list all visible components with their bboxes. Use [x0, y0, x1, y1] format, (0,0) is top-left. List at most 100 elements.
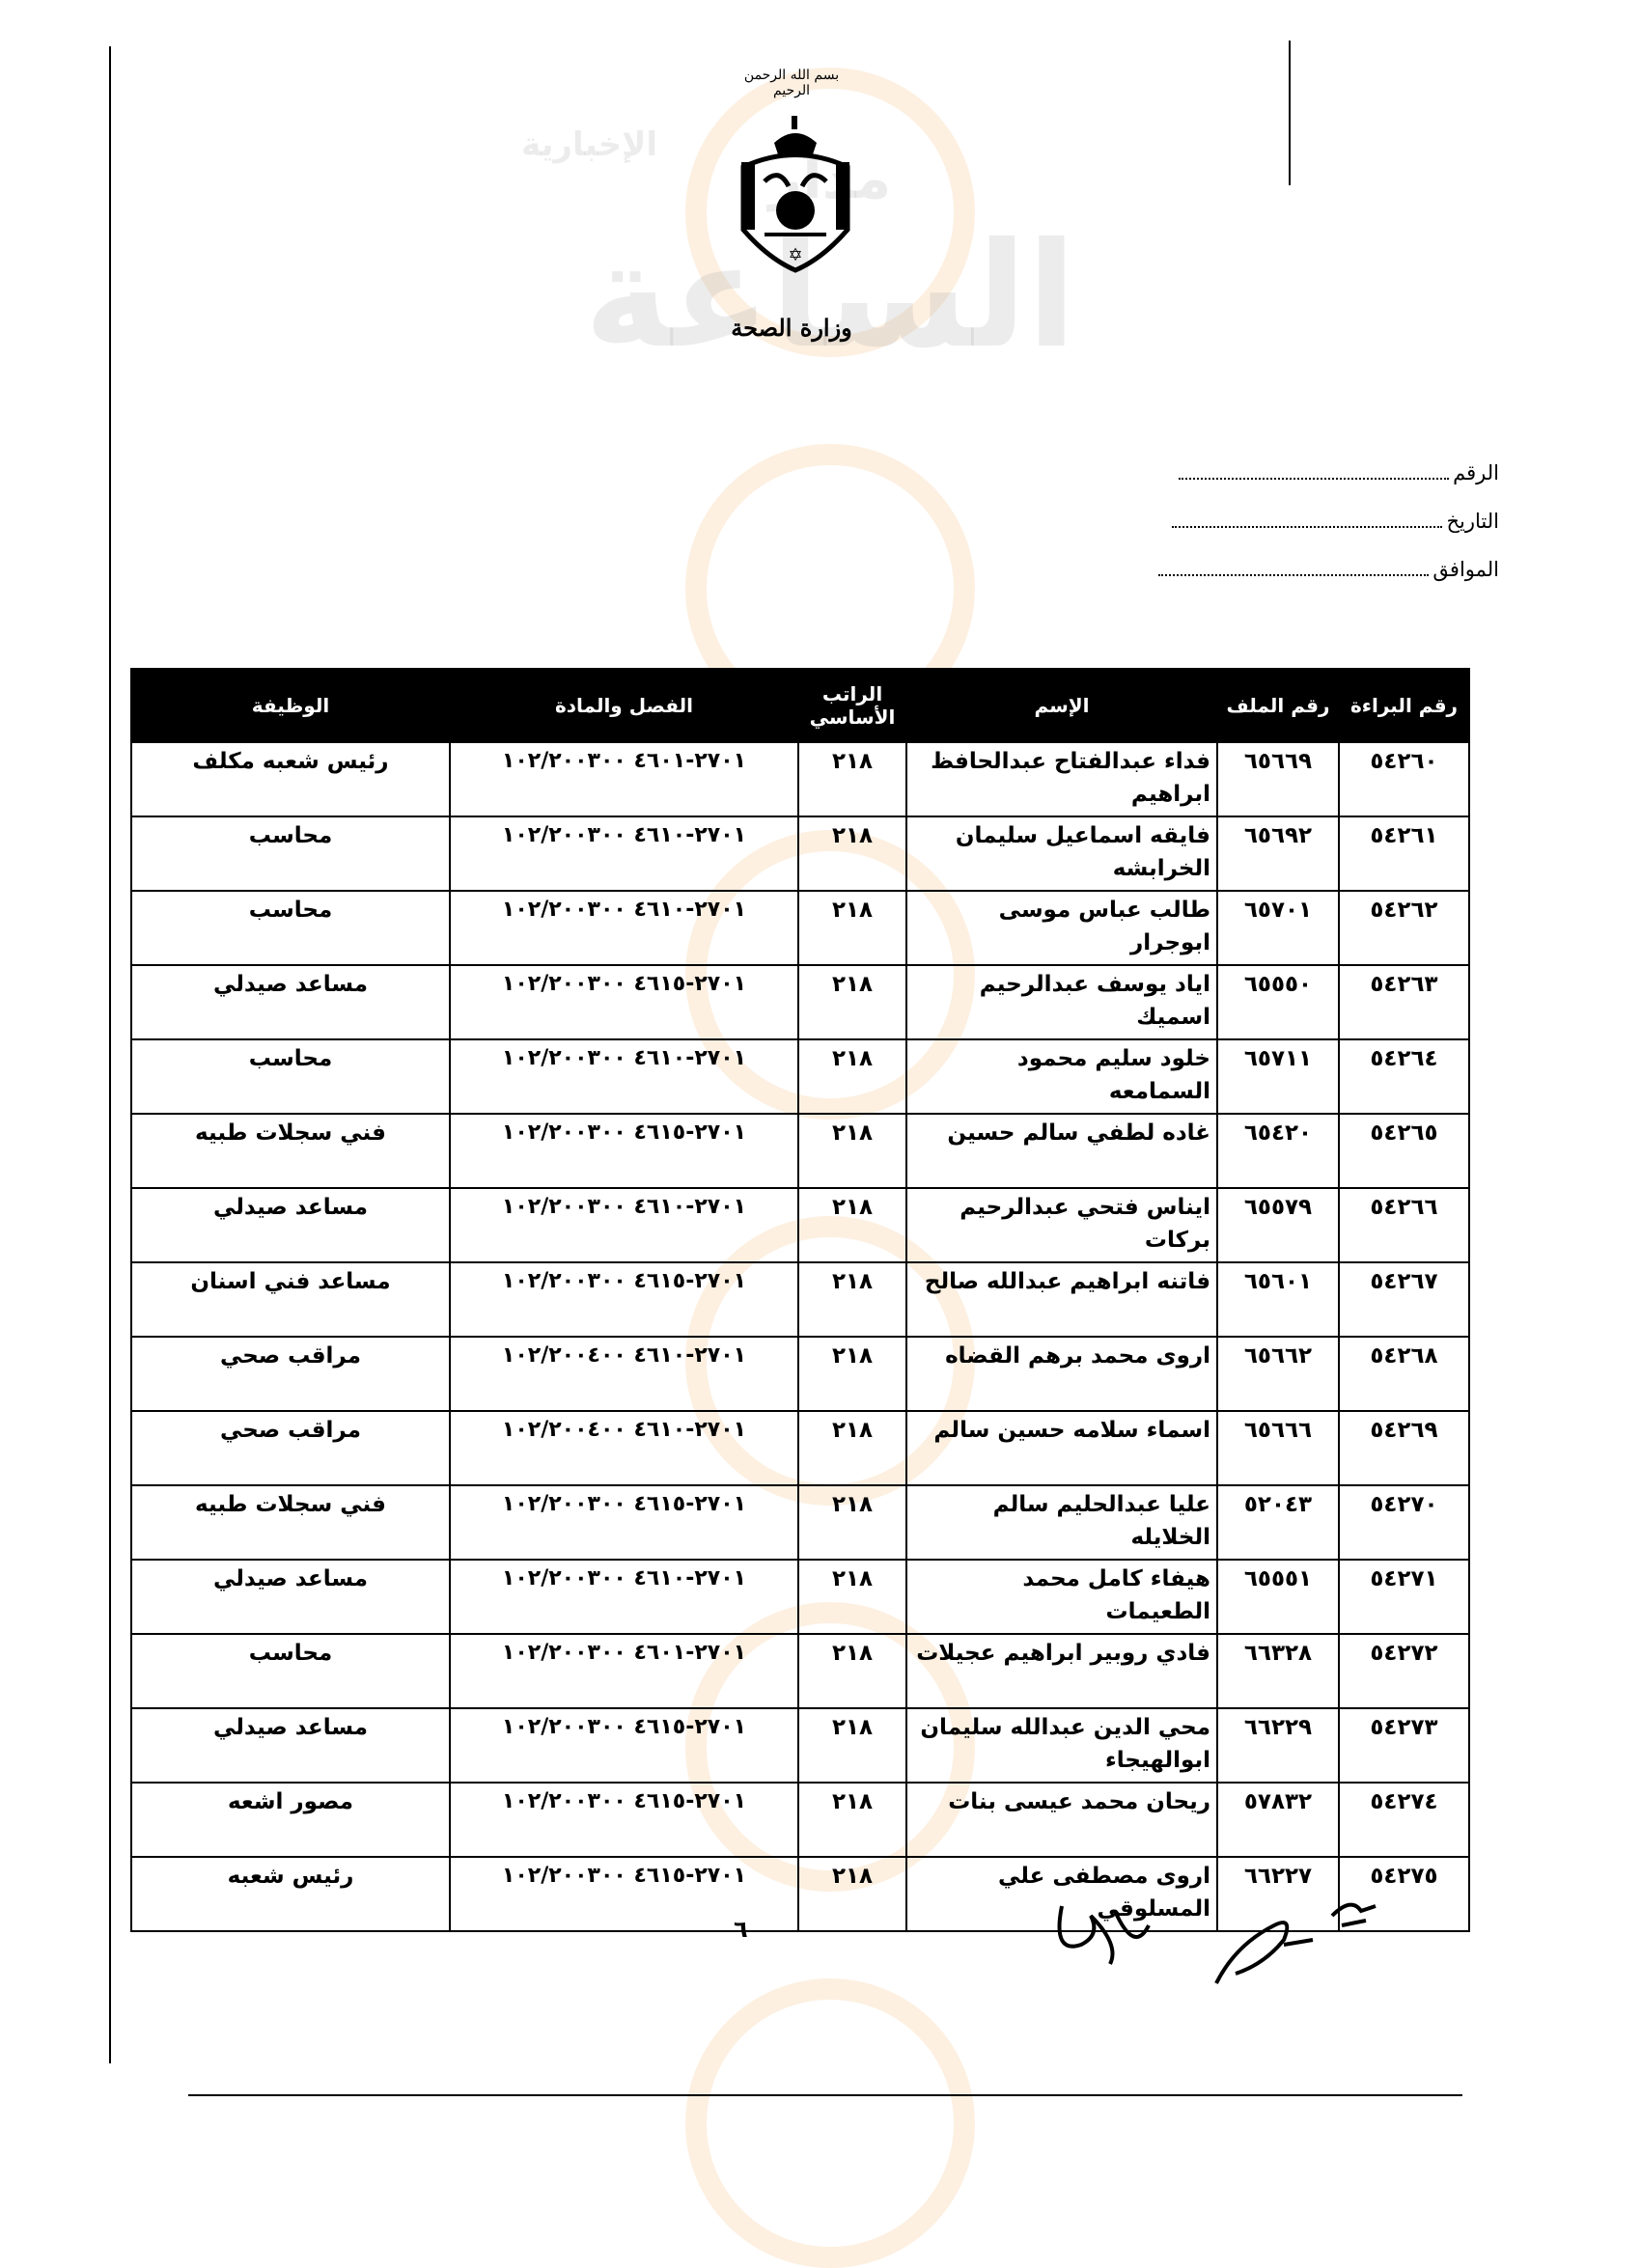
file-number-cell: ٦٥٧١١ — [1216, 1038, 1340, 1115]
basmala: بسم الله الرحمن الرحيم — [743, 68, 840, 98]
patent-number-cell: ٥٤٢٦١ — [1338, 816, 1470, 892]
job-title-cell: مساعد صيدلي — [130, 1187, 451, 1263]
patent-number-cell: ٥٤٢٧٥ — [1338, 1856, 1470, 1932]
patent-number-cell: ٥٤٢٦٨ — [1338, 1336, 1470, 1412]
basic-salary-cell: ٢١٨ — [797, 1187, 907, 1263]
patent-number-cell: ٥٤٢٧٤ — [1338, 1782, 1470, 1858]
reference-number-value — [1179, 464, 1450, 480]
job-title-cell: مساعد صيدلي — [130, 1707, 451, 1784]
header-chapter-article: الفصل والمادة — [449, 668, 799, 743]
file-number-cell: ٦٥٥٥٠ — [1216, 964, 1340, 1040]
job-title-cell: مراقب صحي — [130, 1336, 451, 1412]
corresponding-date-value — [1158, 561, 1430, 576]
corresponding-date-field: الموافق — [1016, 558, 1499, 581]
table-row: ٥٤٢٧٤ ٥٧٨٣٢ ريحان محمد عيسى بنات ٢١٨ ٢٧٠١-٤٦… — [130, 1782, 1470, 1858]
basic-salary-cell: ٢١٨ — [797, 1782, 907, 1858]
table-row: ٥٤٢٦٩ ٦٥٦٦٦ اسماء سلامه حسين سالم ٢١٨ ٢٧٠١-٤… — [130, 1410, 1470, 1486]
patent-number-cell: ٥٤٢٦٩ — [1338, 1410, 1470, 1486]
chapter-article-cell: ٢٧٠١-٤٦١٥ ١٠٢/٢٠٠٣٠٠ — [449, 1782, 799, 1858]
name-cell: غاده لطفي سالم حسين — [905, 1113, 1218, 1189]
basic-salary-cell: ٢١٨ — [797, 1484, 907, 1561]
handwritten-signature — [1057, 1902, 1377, 1984]
job-title-cell: محاسب — [130, 1038, 451, 1115]
patent-number-cell: ٥٤٢٦٦ — [1338, 1187, 1470, 1263]
name-cell: عليا عبدالحليم سالم الخلايله — [905, 1484, 1218, 1561]
job-title-cell: مراقب صحي — [130, 1410, 451, 1486]
left-margin-line — [109, 46, 111, 2063]
name-cell: ريحان محمد عيسى بنات — [905, 1782, 1218, 1858]
basic-salary-cell: ٢١٨ — [797, 741, 907, 817]
job-title-cell: مساعد صيدلي — [130, 964, 451, 1040]
job-title-cell: محاسب — [130, 890, 451, 966]
table-row: ٥٤٢٧٥ ٦٦٢٢٧ اروى مصطفى علي المسلوقي ٢١٨ ٢٧٠١… — [130, 1856, 1470, 1932]
chapter-article-cell: ٢٧٠١-٤٦١٠ ١٠٢/٢٠٠٣٠٠ — [449, 1038, 799, 1115]
chapter-article-cell: ٢٧٠١-٤٦١٠ ١٠٢/٢٠٠٣٠٠ — [449, 890, 799, 966]
patent-number-cell: ٥٤٢٦٣ — [1338, 964, 1470, 1040]
corresponding-date-label: الموافق — [1432, 558, 1499, 581]
header-file-number: رقم الملف — [1216, 668, 1340, 743]
chapter-article-cell: ٢٧٠١-٤٦١٥ ١٠٢/٢٠٠٣٠٠ — [449, 964, 799, 1040]
svg-text:✡: ✡ — [788, 245, 802, 265]
ministry-name: وزارة الصحة — [731, 314, 852, 342]
file-number-cell: ٦٥٧٠١ — [1216, 890, 1340, 966]
chapter-article-cell: ٢٧٠١-٤٦١٠ ١٠٢/٢٠٠٤٠٠ — [449, 1336, 799, 1412]
basic-salary-cell: ٢١٨ — [797, 1633, 907, 1709]
name-cell: فداء عبدالفتاح عبدالحافظ ابراهيم — [905, 741, 1218, 817]
reference-number-field: الرقم — [1016, 461, 1499, 484]
file-number-cell: ٦٦٢٢٧ — [1216, 1856, 1340, 1932]
reference-number-label: الرقم — [1453, 461, 1499, 484]
job-title-cell: رئيس شعبه — [130, 1856, 451, 1932]
basic-salary-cell: ٢١٨ — [797, 1410, 907, 1486]
file-number-cell: ٦٥٦٦٩ — [1216, 741, 1340, 817]
file-number-cell: ٦٥٤٢٠ — [1216, 1113, 1340, 1189]
employees-table: رقم البراءة رقم الملف الإسم الراتب الأسا… — [130, 668, 1470, 1932]
name-cell: محي الدين عبدالله سليمان ابوالهيجاء — [905, 1707, 1218, 1784]
table-row: ٥٤٢٦٥ ٦٥٤٢٠ غاده لطفي سالم حسين ٢١٨ ٢٧٠١-٤٦١… — [130, 1113, 1470, 1189]
basic-salary-cell: ٢١٨ — [797, 1113, 907, 1189]
job-title-cell: مساعد صيدلي — [130, 1559, 451, 1635]
basic-salary-cell: ٢١٨ — [797, 890, 907, 966]
table-row: ٥٤٢٧١ ٦٥٥٥١ هيفاء كامل محمد الطعيمات ٢١٨ ٢٧٠… — [130, 1559, 1470, 1635]
name-cell: ايناس فتحي عبدالرحيم بركات — [905, 1187, 1218, 1263]
job-title-cell: فني سجلات طبيه — [130, 1113, 451, 1189]
job-title-cell: رئيس شعبه مكلف — [130, 741, 451, 817]
table-row: ٥٤٢٧٠ ٥٢٠٤٣ عليا عبدالحليم سالم الخلايله ٢١… — [130, 1484, 1470, 1561]
name-cell: فادي روبير ابراهيم عجيلات — [905, 1633, 1218, 1709]
chapter-article-cell: ٢٧٠١-٤٦١٥ ١٠٢/٢٠٠٣٠٠ — [449, 1261, 799, 1338]
basic-salary-cell: ٢١٨ — [797, 1261, 907, 1338]
file-number-cell: ٦٥٥٧٩ — [1216, 1187, 1340, 1263]
name-cell: اروى مصطفى علي المسلوقي — [905, 1856, 1218, 1932]
chapter-article-cell: ٢٧٠١-٤٦٠١ ١٠٢/٢٠٠٣٠٠ — [449, 741, 799, 817]
header-job-title: الوظيفة — [130, 668, 451, 743]
table-header-row: رقم البراءة رقم الملف الإسم الراتب الأسا… — [130, 668, 1470, 743]
table-row: ٥٤٢٦٤ ٦٥٧١١ خلود سليم محمود السمامعه ٢١٨ ٢٧٠… — [130, 1038, 1470, 1115]
name-cell: طالب عباس موسى ابوجرار — [905, 890, 1218, 966]
job-title-cell: مساعد فني اسنان — [130, 1261, 451, 1338]
basic-salary-cell: ٢١٨ — [797, 964, 907, 1040]
file-number-cell: ٦٦٣٢٨ — [1216, 1633, 1340, 1709]
table-row: ٥٤٢٦٠ ٦٥٦٦٩ فداء عبدالفتاح عبدالحافظ ابراه… — [130, 741, 1470, 817]
coat-of-arms-emblem: ✡ — [740, 116, 850, 273]
table-row: ٥٤٢٧٣ ٦٦٢٢٩ محي الدين عبدالله سليمان ابوال… — [130, 1707, 1470, 1784]
basic-salary-cell: ٢١٨ — [797, 816, 907, 892]
patent-number-cell: ٥٤٢٧٢ — [1338, 1633, 1470, 1709]
date-field: التاريخ — [1016, 510, 1499, 533]
right-top-line — [1289, 41, 1291, 185]
name-cell: هيفاء كامل محمد الطعيمات — [905, 1559, 1218, 1635]
basic-salary-cell: ٢١٨ — [797, 1856, 907, 1932]
table-row: ٥٤٢٦٦ ٦٥٥٧٩ ايناس فتحي عبدالرحيم بركات ٢١٨ ٢… — [130, 1187, 1470, 1263]
patent-number-cell: ٥٤٢٧٣ — [1338, 1707, 1470, 1784]
file-number-cell: ٦٥٥٥١ — [1216, 1559, 1340, 1635]
header-name: الإسم — [905, 668, 1218, 743]
basic-salary-cell: ٢١٨ — [797, 1707, 907, 1784]
patent-number-cell: ٥٤٢٦٥ — [1338, 1113, 1470, 1189]
chapter-article-cell: ٢٧٠١-٤٦١٥ ١٠٢/٢٠٠٣٠٠ — [449, 1113, 799, 1189]
chapter-article-cell: ٢٧٠١-٤٦٠١ ١٠٢/٢٠٠٣٠٠ — [449, 1633, 799, 1709]
chapter-article-cell: ٢٧٠١-٤٦١٠ ١٠٢/٢٠٠٤٠٠ — [449, 1410, 799, 1486]
file-number-cell: ٦٥٦٦٢ — [1216, 1336, 1340, 1412]
date-label: التاريخ — [1446, 510, 1499, 533]
basic-salary-cell: ٢١٨ — [797, 1559, 907, 1635]
patent-number-cell: ٥٤٢٦٤ — [1338, 1038, 1470, 1115]
chapter-article-cell: ٢٧٠١-٤٦١٥ ١٠٢/٢٠٠٣٠٠ — [449, 1856, 799, 1932]
chapter-article-cell: ٢٧٠١-٤٦١٠ ١٠٢/٢٠٠٣٠٠ — [449, 816, 799, 892]
